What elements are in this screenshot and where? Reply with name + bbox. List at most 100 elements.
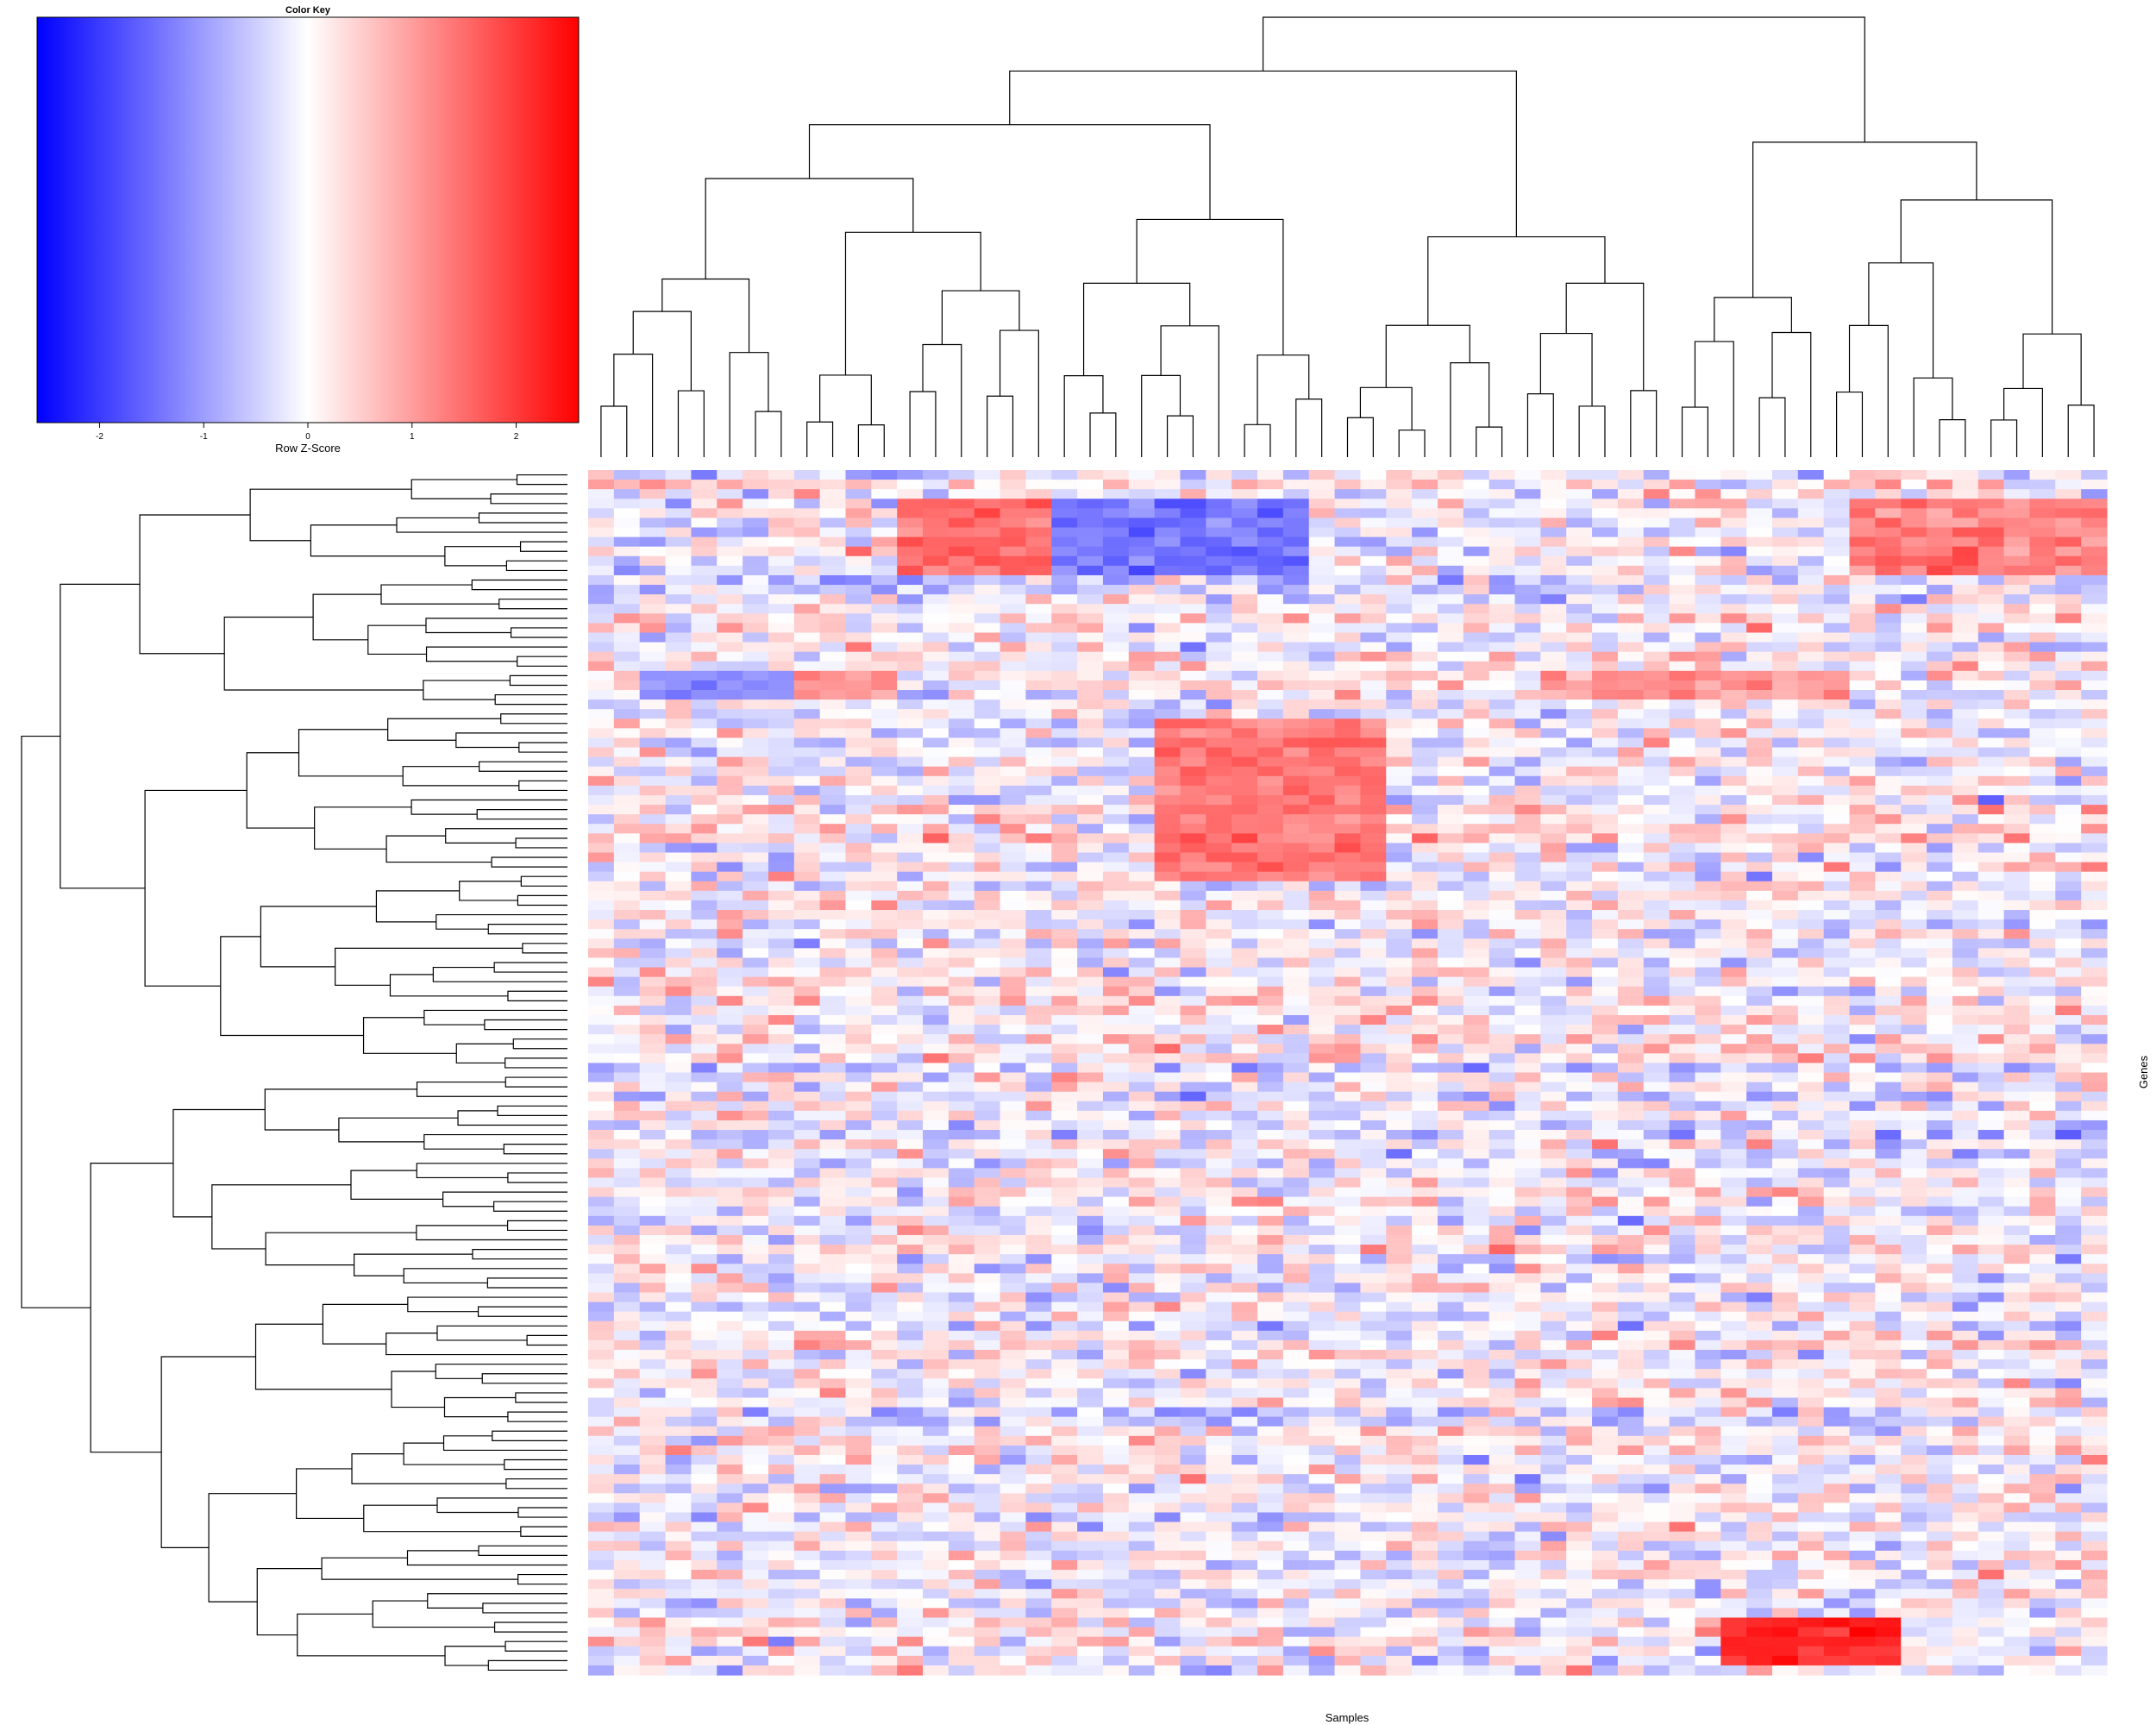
heatmap-cell xyxy=(1128,480,1156,490)
heatmap-cell xyxy=(1927,805,1953,815)
heatmap-cell xyxy=(665,1014,692,1026)
heatmap-cell xyxy=(2055,613,2082,624)
heatmap-cell xyxy=(897,1101,924,1112)
heatmap-cell xyxy=(923,766,950,777)
heatmap-cell xyxy=(1797,642,1825,653)
heatmap-cell xyxy=(1901,1063,1927,1074)
heatmap-cell xyxy=(819,1139,847,1150)
heatmap-cell xyxy=(1849,1034,1876,1044)
heatmap-cell xyxy=(639,1101,667,1112)
heatmap-cell xyxy=(1901,948,1927,959)
heatmap-cell xyxy=(1952,1187,1979,1198)
heatmap-cell xyxy=(1927,574,1953,586)
heatmap-cell xyxy=(1051,670,1078,681)
heatmap-cell xyxy=(1901,1130,1927,1140)
heatmap-cell xyxy=(1282,632,1310,643)
heatmap-cell xyxy=(1566,594,1593,605)
heatmap-cell xyxy=(665,555,692,567)
heatmap-cell xyxy=(691,709,718,719)
heatmap-cell xyxy=(1977,604,2005,614)
heatmap-cell xyxy=(1360,957,1387,969)
heatmap-cell xyxy=(1849,871,1876,882)
heatmap-cell xyxy=(1437,1063,1464,1074)
heatmap-cell xyxy=(1952,480,1979,490)
heatmap-cell xyxy=(1771,651,1799,662)
heatmap-cell xyxy=(1334,775,1362,787)
heatmap-cell xyxy=(1901,1044,1927,1054)
heatmap-cell xyxy=(717,775,743,787)
heatmap-cell xyxy=(1412,527,1438,538)
heatmap-cell xyxy=(1437,555,1464,567)
heatmap-cell xyxy=(1051,1168,1078,1179)
heatmap-cell xyxy=(1206,833,1232,844)
heatmap-cell xyxy=(1746,1158,1773,1169)
heatmap-cell xyxy=(1669,986,1696,997)
heatmap-cell xyxy=(1746,1177,1773,1189)
heatmap-cell xyxy=(1875,1158,1902,1169)
heatmap-cell xyxy=(1901,1196,1927,1208)
heatmap-cell xyxy=(1000,1149,1027,1159)
heatmap-cell xyxy=(923,852,950,863)
heatmap-cell xyxy=(1257,747,1284,758)
heatmap-cell xyxy=(2081,862,2108,873)
heatmap-cell xyxy=(1282,1120,1310,1131)
heatmap-cell xyxy=(613,938,641,949)
heatmap-cell xyxy=(1746,690,1773,700)
heatmap-cell xyxy=(948,508,975,519)
heatmap-cell xyxy=(1051,470,1078,480)
heatmap-cell xyxy=(588,766,615,777)
heatmap-cell xyxy=(1771,737,1799,749)
heatmap-cell xyxy=(1386,1072,1413,1083)
heatmap-cell xyxy=(871,661,898,672)
heatmap-cell xyxy=(2081,805,2108,815)
heatmap-cell xyxy=(1720,756,1747,768)
heatmap-cell xyxy=(1077,1196,1104,1208)
heatmap-cell xyxy=(1849,747,1876,758)
heatmap-cell xyxy=(1617,594,1645,605)
heatmap-cell xyxy=(819,499,847,509)
heatmap-cell xyxy=(1823,1014,1851,1026)
heatmap-cell xyxy=(974,661,1001,672)
heatmap-cell xyxy=(1746,1025,1773,1035)
heatmap-cell xyxy=(1000,805,1027,815)
heatmap-cell xyxy=(1102,737,1130,749)
heatmap-cell xyxy=(923,555,950,567)
heatmap-cell xyxy=(1412,661,1438,672)
heatmap-cell xyxy=(1977,518,2005,529)
heatmap-cell xyxy=(1180,1025,1206,1035)
heatmap-cell xyxy=(1412,1149,1438,1159)
heatmap-cell xyxy=(613,470,641,480)
heatmap-cell xyxy=(948,1091,975,1102)
heatmap-cell xyxy=(1206,489,1232,499)
heatmap-cell xyxy=(871,766,898,777)
heatmap-cell xyxy=(1308,824,1336,834)
heatmap-cell xyxy=(1746,728,1773,739)
heatmap-cell xyxy=(871,1091,898,1102)
heatmap-cell xyxy=(845,536,872,548)
heatmap-cell xyxy=(1952,919,1979,930)
heatmap-cell xyxy=(793,728,821,739)
heatmap-cell xyxy=(1308,527,1336,538)
heatmap-cell xyxy=(1540,766,1567,777)
heatmap-cell xyxy=(897,623,924,634)
heatmap-cell xyxy=(588,919,615,930)
heatmap-cell xyxy=(819,995,847,1007)
heatmap-cell xyxy=(2081,670,2108,681)
heatmap-cell xyxy=(1282,1158,1310,1169)
heatmap-cell xyxy=(1514,1101,1541,1112)
heatmap-cell xyxy=(1771,499,1799,509)
heatmap-cell xyxy=(1257,756,1284,768)
heatmap-cell xyxy=(845,718,872,729)
heatmap-cell xyxy=(871,756,898,768)
heatmap-cell xyxy=(1566,1053,1593,1064)
heatmap-cell xyxy=(793,1082,821,1093)
column-dendrogram-branch xyxy=(1385,324,1470,388)
row-dendrogram-branch xyxy=(297,1613,446,1657)
heatmap-cell xyxy=(1771,862,1799,873)
heatmap-cell xyxy=(2003,967,2031,978)
heatmap-cell xyxy=(588,814,615,825)
heatmap-cell xyxy=(1025,881,1052,892)
heatmap-cell xyxy=(793,900,821,911)
heatmap-cell xyxy=(691,623,718,634)
heatmap-cell xyxy=(1952,1177,1979,1189)
